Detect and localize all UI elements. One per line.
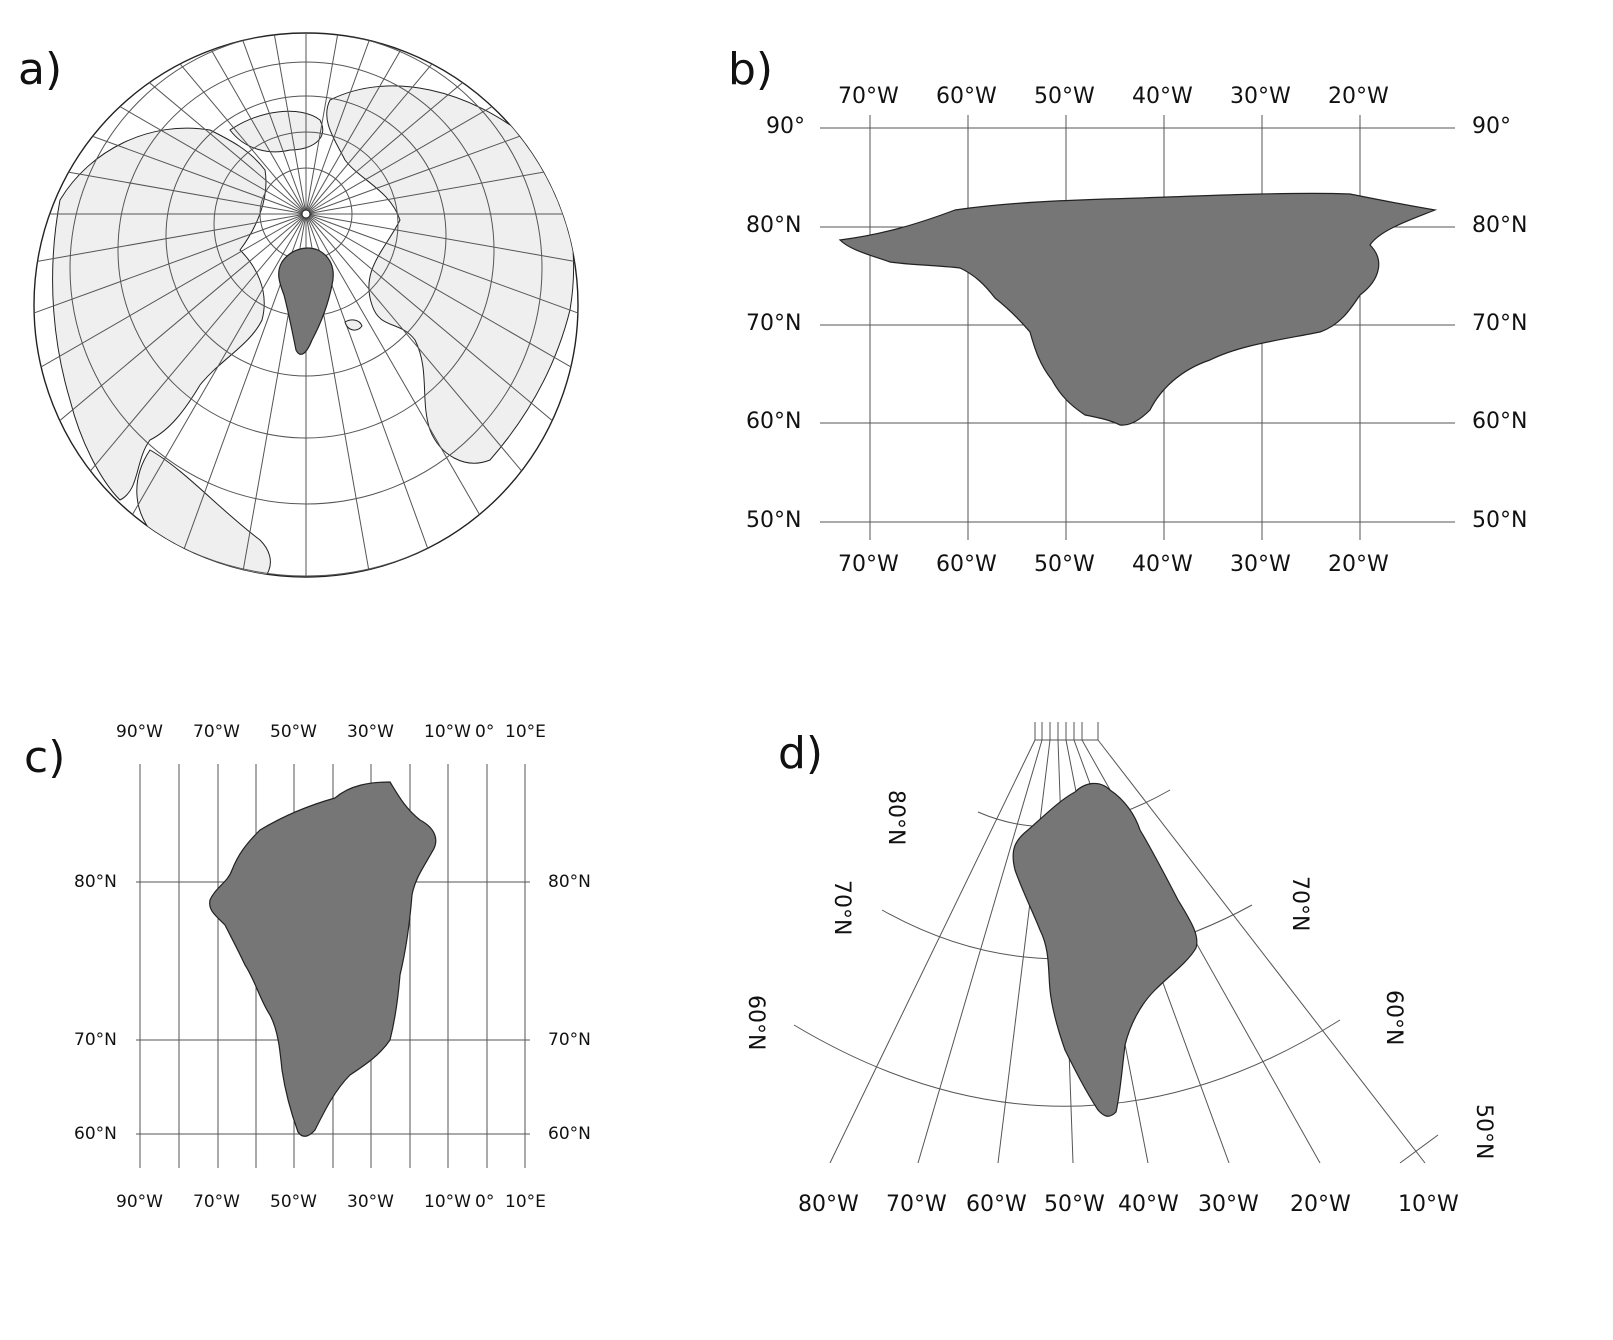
b-lat-label-right: 90° xyxy=(1472,114,1511,139)
globe-meridian-line xyxy=(305,213,578,337)
panel-b-label: b) xyxy=(728,44,774,95)
c-lon-label-top: 10°E xyxy=(505,722,546,742)
b-lon-label-bottom: 60°W xyxy=(936,552,997,577)
b-lon-label-top: 50°W xyxy=(1034,84,1095,109)
c-lon-label-top: 90°W xyxy=(116,722,163,742)
globe-meridian-line xyxy=(34,91,307,215)
c-lon-label-bottom: 50°W xyxy=(270,1192,317,1212)
panel-d-label: d) xyxy=(778,728,824,779)
c-lat-label-left: 60°N xyxy=(74,1124,117,1144)
b-lon-label-bottom: 20°W xyxy=(1328,552,1389,577)
b-lat-label-right: 60°N xyxy=(1472,409,1528,434)
d-lat-label-left: 80°N xyxy=(883,790,908,846)
globe-meridian-line xyxy=(305,91,578,215)
b-lon-label-top: 70°W xyxy=(838,84,899,109)
d-lon-label: 10°W xyxy=(1398,1192,1459,1217)
d-lon-label: 20°W xyxy=(1290,1192,1351,1217)
globe-meridian-line xyxy=(305,33,578,215)
north-america-landmass xyxy=(52,127,267,501)
north-pole-marker xyxy=(301,209,311,219)
globe-meridian-line xyxy=(305,213,429,577)
panel-d-conic-map xyxy=(793,722,1439,1164)
b-lon-label-bottom: 50°W xyxy=(1034,552,1095,577)
d-lon-label: 30°W xyxy=(1198,1192,1259,1217)
greenland-panel-d xyxy=(1012,782,1198,1117)
b-lat-label-right: 80°N xyxy=(1472,213,1528,238)
globe-meridian-line xyxy=(66,33,307,215)
c-lon-label-top: 10°W xyxy=(424,722,471,742)
globe-meridian-line xyxy=(34,33,307,215)
globe-meridian-line xyxy=(34,33,307,215)
globe-meridian-line xyxy=(34,33,307,215)
c-lon-label-top: 50°W xyxy=(270,722,317,742)
d-lat-label-left: 70°N xyxy=(829,880,854,936)
d-lat-label-right: 50°N xyxy=(1471,1104,1496,1160)
panel-a-label: a) xyxy=(18,44,63,95)
d-lon-label: 80°W xyxy=(798,1192,859,1217)
panel-a-orthographic-globe xyxy=(33,32,579,578)
c-lat-label-right: 80°N xyxy=(548,872,591,892)
d-lon-label: 60°W xyxy=(966,1192,1027,1217)
c-lat-label-left: 80°N xyxy=(74,872,117,892)
d-lon-label: 40°W xyxy=(1118,1192,1179,1217)
south-america-landmass xyxy=(136,449,271,577)
globe-meridian-line xyxy=(183,213,307,577)
d-lon-label: 50°W xyxy=(1044,1192,1105,1217)
c-lon-label-top: 30°W xyxy=(347,722,394,742)
c-lon-label-bottom: 10°E xyxy=(505,1192,546,1212)
c-lon-label-bottom: 90°W xyxy=(116,1192,163,1212)
panel-b-gridlines xyxy=(820,115,1455,540)
iceland xyxy=(344,319,363,331)
c-lon-label-bottom: 10°W xyxy=(424,1192,471,1212)
globe-meridian-line xyxy=(34,213,307,565)
globe-meridian-line xyxy=(305,33,578,215)
globe-meridian-line xyxy=(305,213,578,454)
globe-meridian-line xyxy=(305,33,546,215)
globe-meridian-line xyxy=(305,33,578,215)
b-lon-label-top: 60°W xyxy=(936,84,997,109)
d-lat-label-right: 60°N xyxy=(1381,990,1406,1046)
globe-meridian-line xyxy=(66,213,307,577)
b-lon-label-bottom: 30°W xyxy=(1230,552,1291,577)
greenland-panel-c xyxy=(209,781,437,1137)
globe-meridian-line xyxy=(34,213,307,454)
b-lat-label-right: 50°N xyxy=(1472,508,1528,533)
c-lat-label-right: 60°N xyxy=(548,1124,591,1144)
globe-meridian-line xyxy=(305,33,578,215)
b-lon-label-top: 40°W xyxy=(1132,84,1193,109)
b-lon-label-bottom: 40°W xyxy=(1132,552,1193,577)
b-lon-label-bottom: 70°W xyxy=(838,552,899,577)
globe-meridian-line xyxy=(305,33,578,215)
c-lat-label-right: 70°N xyxy=(548,1030,591,1050)
globe-meridian-line xyxy=(183,33,307,215)
globe-meridian-line xyxy=(305,213,578,565)
b-lat-label-left: 50°N xyxy=(746,508,802,533)
panel-b-equirectangular-map xyxy=(820,115,1455,540)
b-lon-label-top: 20°W xyxy=(1328,84,1389,109)
b-lat-label-left: 80°N xyxy=(746,213,802,238)
b-lat-label-left: 60°N xyxy=(746,409,802,434)
globe-meridian-line xyxy=(34,33,307,215)
c-lon-label-top: 70°W xyxy=(193,722,240,742)
d-lat-label-left: 60°N xyxy=(743,995,768,1051)
b-lat-label-left: 90° xyxy=(766,114,805,139)
c-lat-label-left: 70°N xyxy=(74,1030,117,1050)
d-lat-label-right: 70°N xyxy=(1287,876,1312,932)
d-lon-label: 70°W xyxy=(886,1192,947,1217)
globe-meridian-line xyxy=(34,213,307,337)
c-lon-label-bottom: 30°W xyxy=(347,1192,394,1212)
globe-meridian-line xyxy=(34,33,307,215)
greenland-highlight-globe xyxy=(278,247,334,355)
c-lon-label-bottom: 0° xyxy=(475,1192,495,1212)
c-lon-label-bottom: 70°W xyxy=(193,1192,240,1212)
b-lat-label-right: 70°N xyxy=(1472,311,1528,336)
b-lat-label-left: 70°N xyxy=(746,311,802,336)
b-lon-label-top: 30°W xyxy=(1230,84,1291,109)
greenland-equirectangular xyxy=(838,192,1438,426)
globe-meridian-line xyxy=(305,33,429,215)
panel-c-label: c) xyxy=(24,732,66,783)
c-lon-label-top: 0° xyxy=(475,722,495,742)
panel-c-stereographic-map xyxy=(136,764,530,1168)
